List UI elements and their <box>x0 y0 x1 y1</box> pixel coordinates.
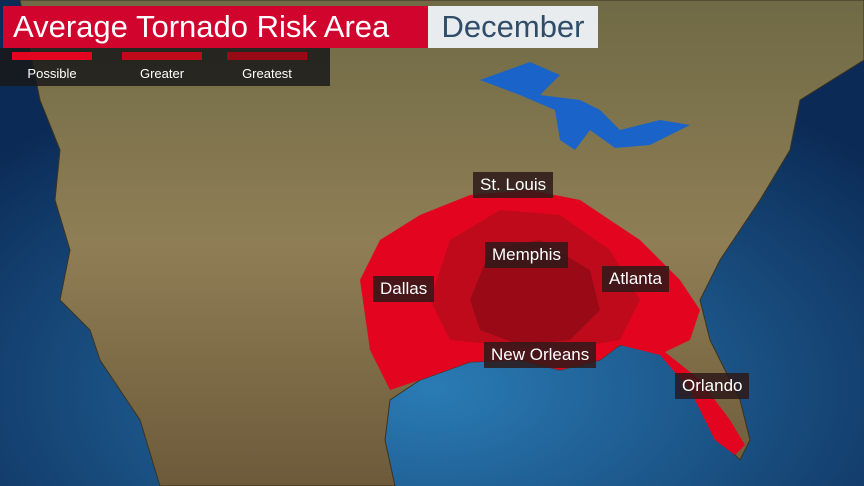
legend-swatch <box>12 52 92 60</box>
city-label: Atlanta <box>602 266 669 292</box>
month-label: December <box>428 6 598 48</box>
city-label: Orlando <box>675 373 750 399</box>
legend-swatch <box>227 52 307 60</box>
city-label: St. Louis <box>473 172 554 198</box>
great-lakes <box>480 62 690 150</box>
city-label: Memphis <box>485 242 568 268</box>
city-label: New Orleans <box>484 342 597 368</box>
legend-label: Greatest <box>242 66 292 81</box>
legend-greater: Greater <box>117 52 207 81</box>
map-title: Average Tornado Risk Area <box>3 6 428 48</box>
legend: Possible Greater Greatest <box>0 48 330 86</box>
city-label: Dallas <box>373 276 435 302</box>
legend-possible: Possible <box>7 52 97 81</box>
legend-greatest: Greatest <box>222 52 312 81</box>
legend-label: Possible <box>27 66 77 81</box>
legend-label: Greater <box>139 66 185 81</box>
legend-swatch <box>122 52 202 60</box>
